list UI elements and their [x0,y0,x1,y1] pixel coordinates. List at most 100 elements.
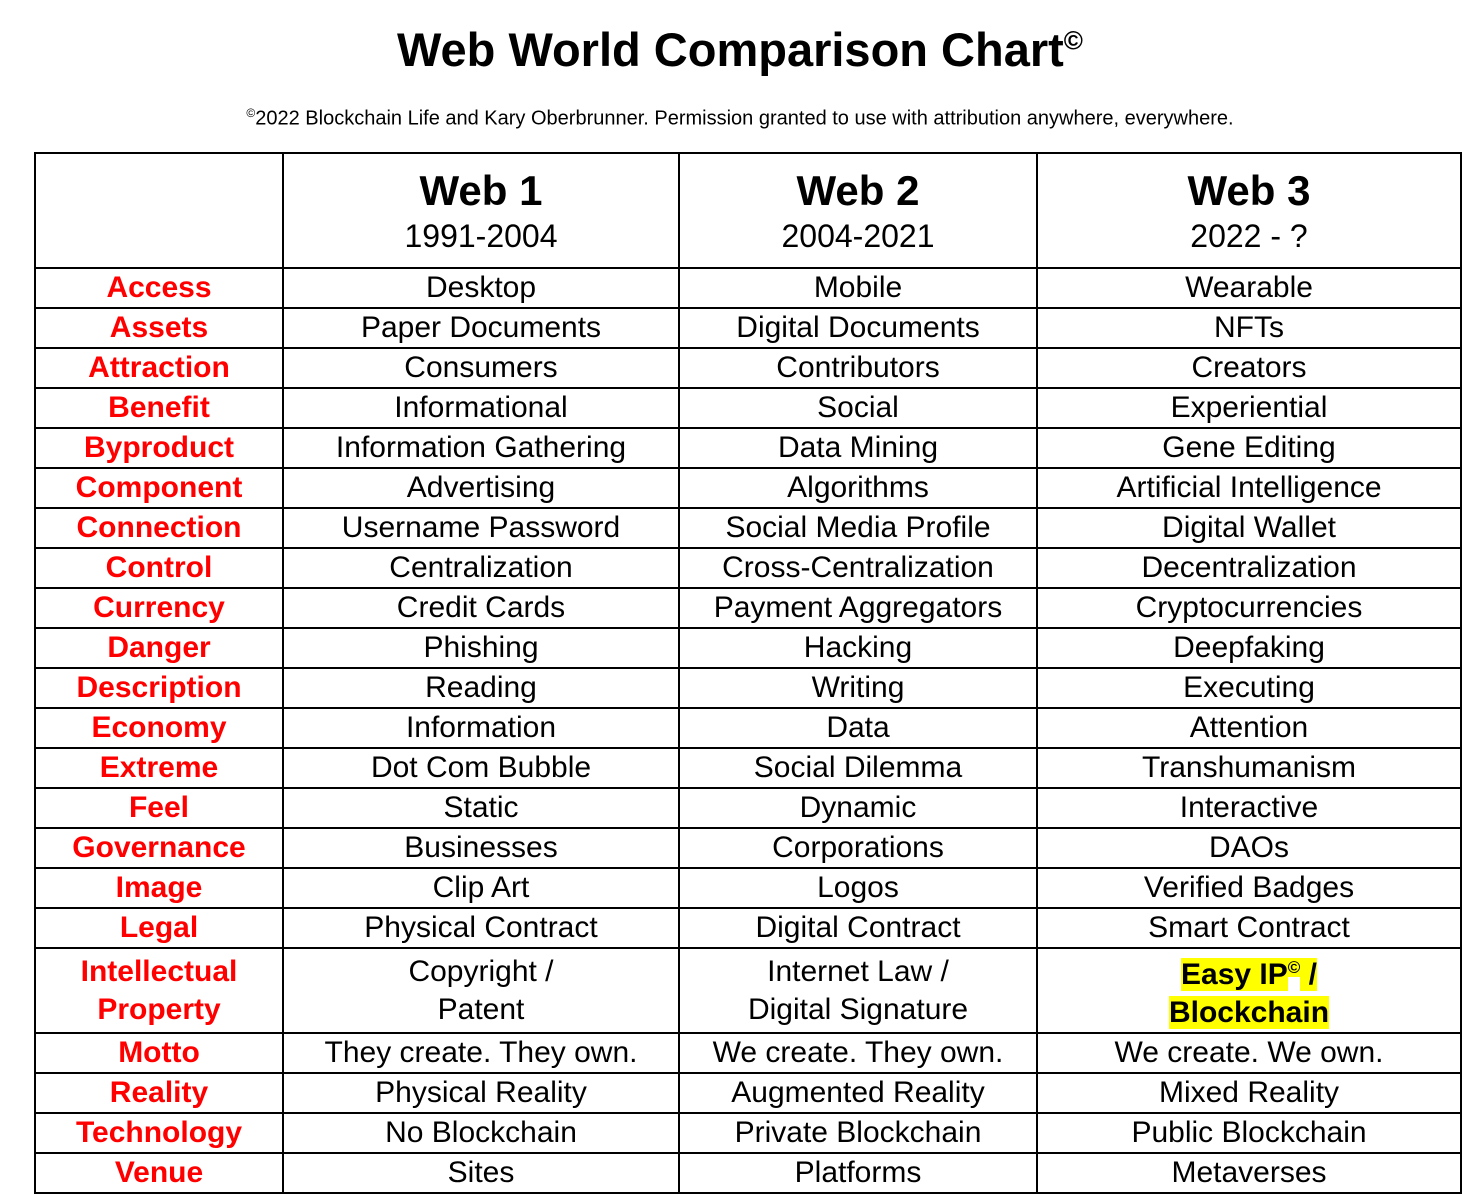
table-row: Venue Sites Platforms Metaverses [34,1152,1462,1194]
row-label: Economy [34,707,284,749]
row-label: Component [34,467,284,509]
table-cell: Gene Editing [1036,427,1462,469]
text: Centralization [389,551,573,584]
column-name: Web 1 [419,167,543,215]
text: Image [115,871,203,904]
table-cell: We create. They own. [678,1032,1038,1074]
cell-line: Patent [284,991,678,1029]
row-label: Byproduct [34,427,284,469]
table-cell: Transhumanism [1036,747,1462,789]
text: Creators [1191,351,1307,384]
text: Username Password [341,511,621,544]
table-cell: Sites [282,1152,680,1194]
row-label: Technology [34,1112,284,1154]
row-label: Legal [34,907,284,949]
text: Algorithms [787,471,929,504]
table-cell: Cross-Centralization [678,547,1038,589]
table-row: Economy Information Data Attention [34,707,1462,749]
text: Wearable [1185,271,1313,304]
column-header: Web 2 2004-2021 [678,152,1038,269]
text: Cross-Centralization [722,551,994,584]
table-cell: Reading [282,667,680,709]
table-row: Benefit Informational Social Experiential [34,387,1462,429]
text: They create. They own. [324,1036,638,1069]
text: Governance [72,831,246,864]
text: Benefit [108,391,210,424]
text: Copyright / [408,954,554,988]
table-cell: Social Dilemma [678,747,1038,789]
text-part: © [246,106,256,120]
text: Danger [107,631,211,664]
table-row: Extreme Dot Com Bubble Social Dilemma Trans… [34,747,1462,789]
text: Sites [447,1156,515,1189]
text: Writing [811,671,905,704]
table-cell: Clip Art [282,867,680,909]
text: Advertising [406,471,556,504]
text: Dynamic [799,791,917,824]
text: Desktop [425,271,537,304]
text: Gene Editing [1162,431,1336,464]
row-label: Governance [34,827,284,869]
text: Artificial Intelligence [1116,471,1382,504]
text: Corporations [772,831,944,864]
table-cell: Private Blockchain [678,1112,1038,1154]
table-cell: Experiential [1036,387,1462,429]
text: Reading [425,671,537,704]
table-cell: Desktop [282,267,680,309]
table-row: Feel Static Dynamic Interactive [34,787,1462,829]
table-cell: Corporations [678,827,1038,869]
table-cell: Internet Law / Digital Signature [678,947,1038,1034]
table-cell: Creators [1036,347,1462,389]
text: Property [97,992,221,1026]
table-row: Byproduct Information Gathering Data Minin… [34,427,1462,469]
text: Platforms [794,1156,922,1189]
table-cell: Algorithms [678,467,1038,509]
text: Metaverses [1171,1156,1327,1189]
text: Phishing [423,631,539,664]
table-row: Legal Physical Contract Digital Contract Sm… [34,907,1462,949]
header-row: Web 1 1991-2004 Web 2 2004-2021 Web 3 2022 - … [34,152,1462,269]
text: Assets [109,311,209,344]
table-cell: Physical Contract [282,907,680,949]
table-cell: Physical Reality [282,1072,680,1114]
text: Access [106,271,212,304]
column-years: 1991-2004 [404,217,558,254]
text: Deepfaking [1173,631,1325,664]
row-label: Benefit [34,387,284,429]
table-row: Reality Physical Reality Augmented Reality… [34,1072,1462,1114]
row-label: Image [34,867,284,909]
text: Venue [114,1156,204,1189]
table-row: Access Desktop Mobile Wearable [34,267,1462,309]
table-row: Governance Businesses Corporations DAOs [34,827,1462,869]
table-cell: Copyright / Patent [282,947,680,1034]
table-cell: Consumers [282,347,680,389]
text: Social Dilemma [753,751,963,784]
table-cell: Writing [678,667,1038,709]
table-cell: Executing [1036,667,1462,709]
text: Component [75,471,243,504]
table-cell: Information Gathering [282,427,680,469]
table-cell: Contributors [678,347,1038,389]
row-label: Motto [34,1032,284,1074]
table-cell: No Blockchain [282,1112,680,1154]
column-header: Web 1 1991-2004 [282,152,680,269]
text: Digital Documents [736,311,980,344]
table-cell: Platforms [678,1152,1038,1194]
text: Description [76,671,242,704]
row-label: Connection [34,507,284,549]
table-cell: Data [678,707,1038,749]
table-cell: Payment Aggregators [678,587,1038,629]
table-cell: Credit Cards [282,587,680,629]
text: Information Gathering [335,431,627,464]
text: Paper Documents [360,311,602,344]
table-cell: Public Blockchain [1036,1112,1462,1154]
table-cell: Attention [1036,707,1462,749]
text: Contributors [776,351,940,384]
table-cell: Data Mining [678,427,1038,469]
text: Information [405,711,557,744]
table-cell: They create. They own. [282,1032,680,1074]
table-row: Component Advertising Algorithms Artificial… [34,467,1462,509]
text: We create. They own. [712,1036,1004,1069]
text: Mobile [813,271,903,304]
